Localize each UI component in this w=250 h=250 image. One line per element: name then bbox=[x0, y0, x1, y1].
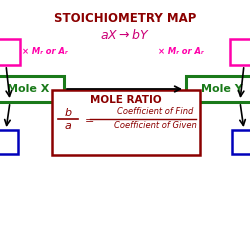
Bar bbox=[232, 130, 250, 154]
Text: MOLE RATIO: MOLE RATIO bbox=[90, 95, 162, 105]
Bar bbox=[186, 76, 250, 102]
Text: × Mᵣ or Aᵣ: × Mᵣ or Aᵣ bbox=[22, 46, 68, 56]
Bar bbox=[0, 130, 18, 154]
Text: Mole Y: Mole Y bbox=[201, 84, 243, 94]
Bar bbox=[230, 39, 250, 65]
Bar bbox=[52, 90, 200, 155]
Bar bbox=[0, 76, 64, 102]
Text: $aX \rightarrow bY$: $aX \rightarrow bY$ bbox=[100, 28, 150, 42]
Text: $=$: $=$ bbox=[82, 114, 94, 124]
Bar bbox=[0, 39, 20, 65]
Text: Mole X: Mole X bbox=[7, 84, 49, 94]
Text: Coefficient of Given: Coefficient of Given bbox=[114, 122, 196, 130]
Text: STOICHIOMETRY MAP: STOICHIOMETRY MAP bbox=[54, 12, 196, 25]
Text: × Mᵣ or Aᵣ: × Mᵣ or Aᵣ bbox=[158, 46, 204, 56]
Text: $a$: $a$ bbox=[64, 121, 72, 131]
Text: $b$: $b$ bbox=[64, 106, 72, 118]
Text: $\times\,\dfrac{b}{a}$: $\times\,\dfrac{b}{a}$ bbox=[109, 95, 127, 116]
Text: Coefficient of Find: Coefficient of Find bbox=[117, 108, 193, 116]
